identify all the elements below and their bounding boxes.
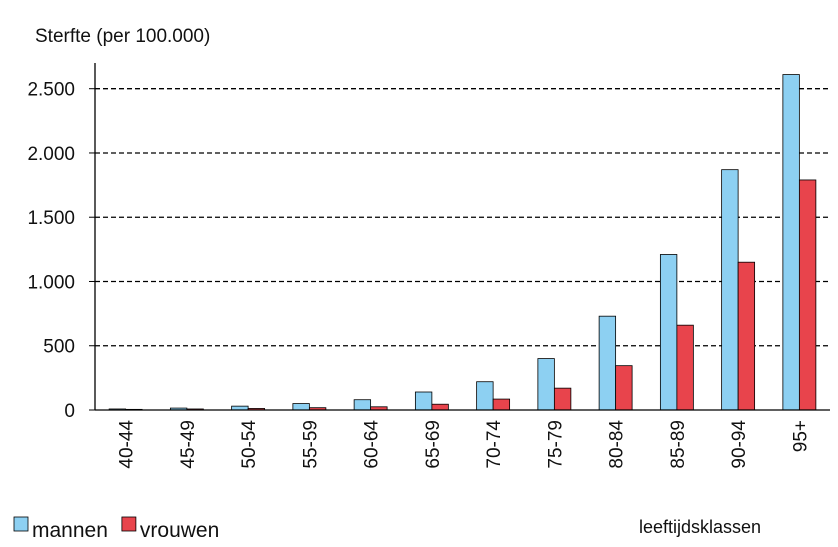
bar — [615, 365, 633, 411]
bar — [537, 358, 555, 411]
y-tick-label: 1.000 — [27, 272, 75, 293]
y-tick-label: 2.000 — [27, 144, 75, 165]
bar — [431, 403, 449, 411]
bar — [553, 387, 572, 411]
bar — [353, 399, 372, 411]
x-tick-label: 60-64 — [362, 420, 383, 469]
x-tick-label: 55-59 — [300, 420, 321, 469]
legend-swatch — [121, 516, 137, 532]
x-tick-label: 65-69 — [423, 420, 444, 469]
x-tick-label: 85-89 — [668, 420, 689, 469]
bar — [659, 254, 678, 411]
x-tick-label: 45-49 — [178, 420, 199, 469]
bar — [721, 169, 739, 411]
x-tick-label: 75-79 — [545, 420, 566, 469]
x-tick-label: 40-44 — [117, 420, 138, 469]
bar — [492, 398, 511, 411]
x-tick-label: 90-94 — [729, 420, 750, 469]
y-tick-label: 0 — [64, 401, 75, 422]
bar — [598, 315, 617, 411]
bar — [414, 391, 433, 411]
legend-swatch — [13, 516, 29, 532]
x-tick-label: 80-84 — [607, 420, 628, 469]
x-tick-label: 50-54 — [239, 420, 260, 469]
bar — [676, 324, 694, 411]
legend-label: mannen — [32, 519, 108, 542]
bar — [782, 74, 800, 411]
legend-label: vrouwen — [140, 519, 219, 542]
bar — [292, 403, 310, 411]
bar — [798, 179, 817, 411]
chart-title: Sterfte (per 100.000) — [35, 26, 210, 47]
bar — [737, 261, 756, 411]
y-tick-label: 500 — [43, 337, 75, 358]
x-tick-label: 95+ — [790, 420, 811, 452]
bar — [476, 381, 494, 411]
y-tick-label: 1.500 — [27, 208, 75, 229]
x-tick-label: 70-74 — [484, 420, 505, 469]
x-axis-label: leeftijdsklassen — [639, 517, 761, 537]
y-tick-label: 2.500 — [27, 80, 75, 101]
